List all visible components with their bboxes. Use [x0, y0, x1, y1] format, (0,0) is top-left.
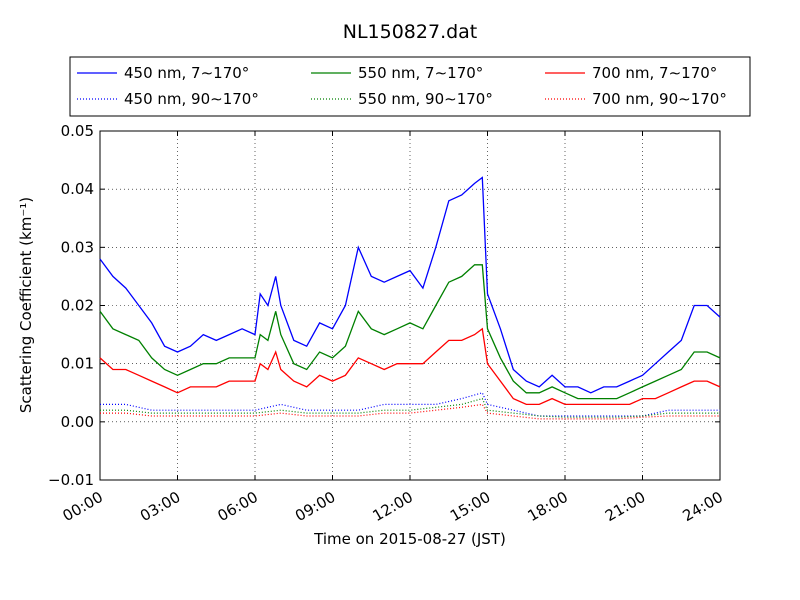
- legend-label: 700 nm, 90∼170°: [592, 90, 727, 108]
- x-tick-label: 03:00: [137, 488, 183, 525]
- legend-label: 550 nm, 7∼170°: [358, 64, 483, 82]
- legend: 450 nm, 7∼170° 550 nm, 7∼170° 700 nm, 7∼17…: [69, 56, 751, 117]
- x-tick-labels: 00:00 03:00 06:00 09:00 12:00 15:00 18:00 21:00…: [60, 488, 726, 525]
- series-line-550-nm-90-170: [100, 397, 720, 418]
- y-tick-labels: −0.01 0.00 0.01 0.02 0.03 0.04 0.05: [48, 122, 94, 489]
- x-tick-label: 15:00: [447, 488, 493, 525]
- x-tick-label: 18:00: [525, 488, 571, 525]
- y-tick-label: −0.01: [48, 471, 94, 489]
- legend-label: 450 nm, 90∼170°: [124, 90, 259, 108]
- series-line-450-nm-90-170: [100, 392, 720, 417]
- plot-area: [99, 130, 721, 481]
- y-tick-label: 0.03: [61, 238, 94, 256]
- y-axis-label: Scattering Coefficient (km⁻¹): [17, 197, 35, 413]
- ticks: [99, 130, 721, 481]
- series-lines: [99, 176, 721, 420]
- series-line-450-nm-7-170: [99, 176, 721, 394]
- x-tick-label: 06:00: [215, 488, 261, 525]
- x-tick-label: 09:00: [292, 488, 338, 525]
- x-tick-label: 00:00: [60, 488, 106, 525]
- x-tick-label: 21:00: [602, 488, 648, 525]
- legend-frame: [69, 56, 751, 117]
- legend-label: 700 nm, 7∼170°: [592, 64, 717, 82]
- grid: [100, 131, 720, 480]
- x-tick-label: 24:00: [680, 488, 726, 525]
- y-tick-label: 0.04: [61, 180, 94, 198]
- y-tick-label: 0.05: [61, 122, 94, 140]
- legend-label: 450 nm, 7∼170°: [124, 64, 249, 82]
- series-line-700-nm-7-170: [99, 327, 721, 406]
- chart-title: NL150827.dat: [343, 21, 478, 43]
- x-axis-label: Time on 2015-08-27 (JST): [313, 530, 506, 548]
- y-tick-label: 0.01: [61, 355, 94, 373]
- x-tick-label: 12:00: [370, 488, 416, 525]
- series-line-550-nm-7-170: [99, 264, 721, 400]
- y-tick-label: 0.00: [61, 413, 94, 431]
- legend-label: 550 nm, 90∼170°: [358, 90, 493, 108]
- y-tick-label: 0.02: [61, 297, 94, 315]
